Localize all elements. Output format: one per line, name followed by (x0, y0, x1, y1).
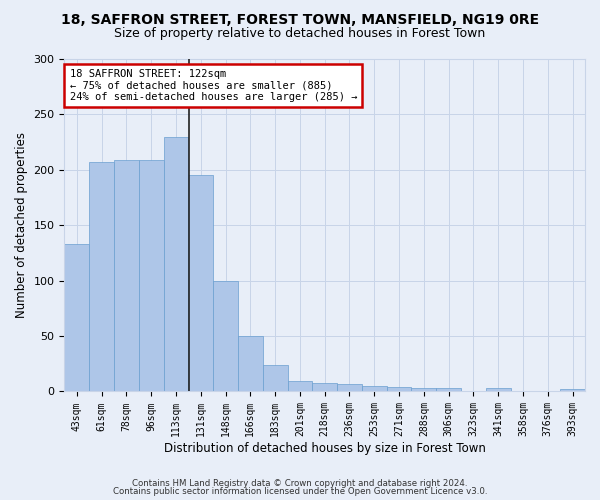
Bar (313, 382, 337, 392)
Bar (337, 384, 362, 392)
Bar (287, 382, 313, 392)
Bar (188, 176, 213, 392)
Bar (560, 390, 585, 392)
Bar (436, 388, 461, 392)
Bar (238, 336, 263, 392)
Bar (412, 388, 436, 392)
Bar (263, 365, 287, 392)
Y-axis label: Number of detached properties: Number of detached properties (15, 132, 28, 318)
Bar (362, 386, 386, 392)
Bar (486, 388, 511, 392)
Bar (386, 387, 412, 392)
Text: Size of property relative to detached houses in Forest Town: Size of property relative to detached ho… (115, 28, 485, 40)
Text: 18, SAFFRON STREET, FOREST TOWN, MANSFIELD, NG19 0RE: 18, SAFFRON STREET, FOREST TOWN, MANSFIE… (61, 12, 539, 26)
Bar (64, 244, 89, 392)
Bar (89, 162, 114, 392)
Bar (114, 160, 139, 392)
Text: 18 SAFFRON STREET: 122sqm
← 75% of detached houses are smaller (885)
24% of semi: 18 SAFFRON STREET: 122sqm ← 75% of detac… (70, 69, 357, 102)
Bar (139, 160, 164, 392)
Text: Contains HM Land Registry data © Crown copyright and database right 2024.: Contains HM Land Registry data © Crown c… (132, 478, 468, 488)
X-axis label: Distribution of detached houses by size in Forest Town: Distribution of detached houses by size … (164, 442, 485, 455)
Text: Contains public sector information licensed under the Open Government Licence v3: Contains public sector information licen… (113, 487, 487, 496)
Bar (164, 136, 188, 392)
Bar (213, 280, 238, 392)
